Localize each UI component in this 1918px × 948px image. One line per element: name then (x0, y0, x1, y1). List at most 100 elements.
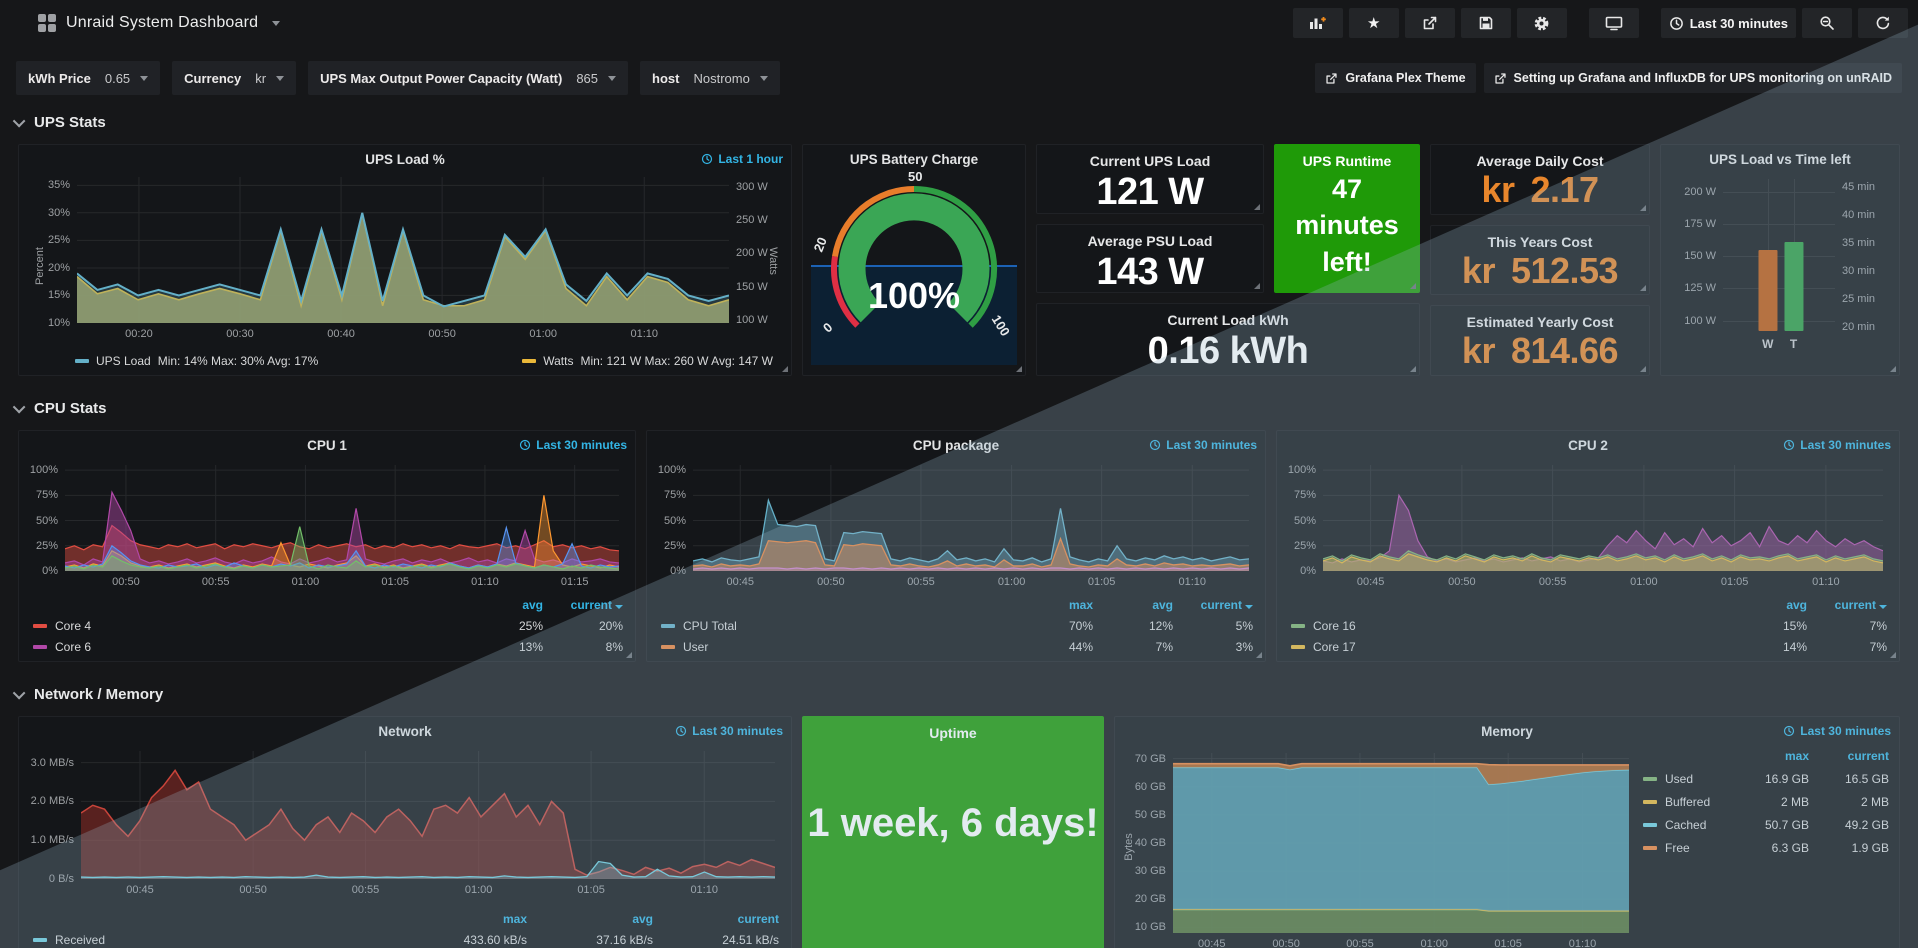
cpu2-chart[interactable] (1323, 465, 1883, 571)
legend-series-name[interactable]: Core 4 (55, 618, 92, 633)
panel-title[interactable]: UPS Load % (365, 152, 445, 167)
legend-value: 1.9 GB (1851, 840, 1889, 855)
legend-header-current[interactable]: current (1847, 748, 1889, 763)
stat-title[interactable]: UPS Runtime (1302, 153, 1392, 169)
ups-stats-row: UPS Load % Last 1 hour Percent Watts 35%… (0, 144, 1918, 377)
ups-bars-chart[interactable]: 200 W 175 W 150 W 125 W 100 W 45 min 40 min 35 … (1684, 179, 1875, 351)
y-tick-label: 25% (1293, 539, 1316, 552)
panel-time-range[interactable]: Last 1 hour (701, 152, 783, 166)
panel-title[interactable]: CPU 1 (307, 438, 347, 453)
panel-title[interactable]: Memory (1481, 724, 1533, 739)
x-tick-label: 01:00 (997, 576, 1026, 588)
stat-value: 0.16 kWh (1147, 330, 1309, 372)
legend-header-current[interactable]: current (551, 598, 623, 612)
add-panel-icon (1310, 17, 1327, 29)
variable-ups-max-output[interactable]: UPS Max Output Power Capacity (Watt) 865 (308, 61, 629, 95)
cpu1-chart[interactable] (65, 465, 619, 571)
legend-header-max[interactable]: max (1068, 597, 1093, 612)
share-dashboard-button[interactable] (1404, 8, 1455, 38)
panel-cpu-2: CPU 2 Last 30 minutes 100% 75% 50% 25% 0% 00:… (1276, 430, 1900, 662)
stat-title[interactable]: This Years Cost (1487, 233, 1593, 250)
section-header-ups-stats[interactable]: UPS Stats (0, 110, 1918, 134)
legend-series-name[interactable]: Used (1665, 771, 1694, 786)
legend-header-max[interactable]: max (502, 911, 527, 926)
stat-title[interactable]: Uptime (929, 725, 977, 741)
legend-series-name[interactable]: User (683, 639, 709, 654)
legend-series-name[interactable]: Free (1665, 840, 1690, 855)
dashboard-grid-icon[interactable] (38, 14, 56, 32)
variable-value-dropdown[interactable]: 0.65 (105, 71, 149, 86)
cpu-package-legend: max avg current CPU Total 70% 12% 5% User 44% 7% 3… (661, 596, 1253, 655)
stat-title[interactable]: Current UPS Load (1089, 153, 1211, 169)
tv-mode-button[interactable] (1588, 8, 1639, 38)
legend-header-max[interactable]: max (1784, 748, 1809, 763)
network-chart[interactable] (81, 751, 775, 879)
stat-title[interactable]: Average PSU Load (1087, 233, 1213, 249)
variable-host[interactable]: host Nostromo (640, 61, 780, 95)
stat-title[interactable]: Average Daily Cost (1476, 153, 1604, 169)
legend-header-avg[interactable]: avg (522, 597, 543, 612)
legend-header-avg[interactable]: avg (1786, 597, 1807, 612)
variable-value-dropdown[interactable]: kr (255, 71, 285, 86)
legend-value: 2 MB (1780, 794, 1809, 809)
legend-series-name[interactable]: UPS Load (96, 354, 151, 368)
section-header-cpu-stats[interactable]: CPU Stats (0, 396, 1918, 420)
panel-time-range[interactable]: Last 30 minutes (675, 724, 783, 738)
panel-title[interactable]: CPU package (912, 438, 1000, 453)
legend-header-avg[interactable]: avg (1152, 597, 1173, 612)
memory-chart[interactable] (1173, 753, 1629, 933)
dashboard-title[interactable]: Unraid System Dashboard (66, 14, 259, 31)
save-dashboard-button[interactable] (1460, 8, 1511, 38)
legend-series-name[interactable]: Core 6 (55, 639, 92, 654)
ups_load-chart[interactable] (77, 177, 729, 323)
panel-title[interactable]: UPS Battery Charge (849, 152, 979, 167)
legend-series-name[interactable]: Cached (1665, 817, 1707, 832)
y-tick-label: 25% (663, 539, 686, 552)
legend-series-name[interactable]: Core 17 (1313, 639, 1356, 654)
panel-time-range[interactable]: Last 30 minutes (1783, 724, 1891, 738)
section-header-network-memory[interactable]: Network / Memory (0, 682, 1918, 706)
legend-value: 14% (1782, 639, 1807, 654)
legend-header-avg[interactable]: avg (632, 911, 653, 926)
battery-charge-gauge: 0 20 50 100 100% (811, 169, 1014, 349)
magnifier-minus-icon (1820, 16, 1834, 30)
legend-header-current[interactable]: current (1815, 598, 1887, 612)
variable-currency[interactable]: Currency kr (172, 61, 297, 95)
time-range-picker[interactable]: Last 30 minutes (1660, 8, 1796, 38)
cpu_package-chart[interactable] (693, 465, 1249, 571)
panel-title[interactable]: Network (378, 724, 432, 739)
stat-title[interactable]: Current Load kWh (1167, 312, 1289, 328)
panel-ups-battery-charge: UPS Battery Charge 0 20 50 100 100% (802, 144, 1026, 376)
panel-time-range[interactable]: Last 30 minutes (1149, 438, 1257, 452)
refresh-button[interactable] (1858, 8, 1908, 38)
currency: kr (1461, 330, 1496, 372)
variable-kwh-price[interactable]: kWh Price 0.65 (16, 61, 161, 95)
add-panel-button[interactable] (1292, 8, 1343, 38)
x-tick-label: 01:00 (1630, 576, 1658, 588)
star-dashboard-button[interactable]: ★ (1348, 8, 1399, 38)
legend-header-current[interactable]: current (1181, 598, 1253, 612)
panel-title[interactable]: CPU 2 (1568, 438, 1608, 453)
sort-caret-icon (1245, 604, 1253, 609)
panel-title[interactable]: UPS Load vs Time left (1709, 152, 1851, 167)
link-ups-monitoring-guide[interactable]: Setting up Grafana and InfluxDB for UPS … (1483, 63, 1902, 93)
dashboard-settings-button[interactable] (1516, 8, 1567, 38)
panel-time-range[interactable]: Last 30 minutes (1783, 438, 1891, 452)
title-caret-down-icon[interactable] (272, 20, 281, 26)
stat-title[interactable]: Estimated Yearly Cost (1466, 314, 1614, 331)
link-grafana-plex-theme[interactable]: Grafana Plex Theme (1315, 63, 1476, 93)
legend-series-name[interactable]: Core 16 (1313, 618, 1356, 633)
legend-series-name[interactable]: Received (55, 932, 106, 947)
legend-series-name[interactable]: CPU Total (683, 618, 737, 633)
legend-header-current[interactable]: current (737, 911, 779, 926)
bar-T[interactable] (1784, 242, 1804, 331)
legend-series-name[interactable]: Watts (543, 354, 574, 368)
zoom-out-time-button[interactable] (1802, 8, 1852, 38)
variable-value-dropdown[interactable]: Nostromo (693, 71, 768, 86)
variable-value-dropdown[interactable]: 865 (576, 71, 617, 86)
bar-W[interactable] (1758, 249, 1778, 331)
panel-time-range[interactable]: Last 30 minutes (519, 438, 627, 452)
cpu2-legend: avg current Core 16 15% 7% Core 17 14% 7% (1291, 596, 1887, 655)
legend-series-name[interactable]: Buffered (1665, 794, 1711, 809)
x-tick-label: 01:10 (1812, 576, 1840, 588)
